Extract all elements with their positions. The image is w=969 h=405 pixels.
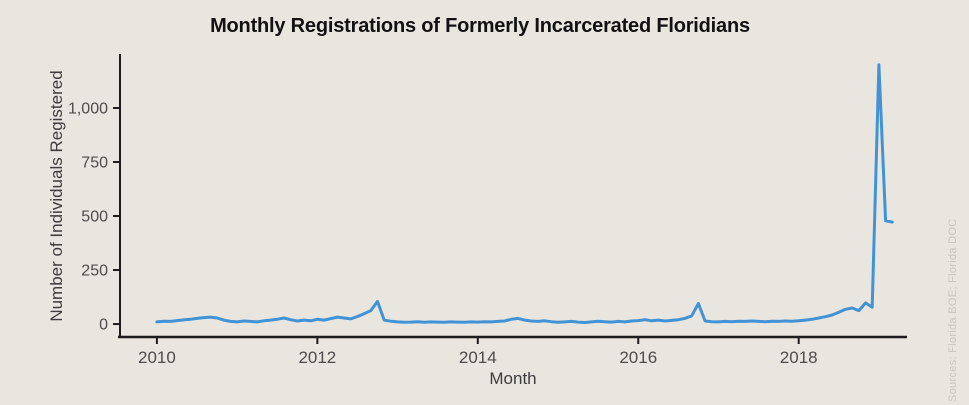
registrations-line <box>155 63 894 324</box>
y-tick-label: 750 <box>81 155 108 172</box>
y-tick-label: 250 <box>81 263 108 280</box>
x-tick-label: 2010 <box>138 348 176 367</box>
x-tick-label: 2018 <box>780 348 818 367</box>
x-axis-ticks: 2010 2012 2014 2016 2018 <box>138 337 818 367</box>
y-tick-label: 1,000 <box>68 100 108 117</box>
y-axis-ticks: 0 250 500 750 1,000 <box>68 100 120 334</box>
y-tick-label: 0 <box>99 317 108 334</box>
y-axis-title: Number of Individuals Registered <box>47 70 66 321</box>
chart-title: Monthly Registrations of Formerly Incarc… <box>210 15 750 37</box>
x-tick-label: 2012 <box>298 348 336 367</box>
x-tick-label: 2014 <box>459 348 497 367</box>
source-note: Sources: Florida BOE; Florida DOC <box>947 218 959 402</box>
y-tick-label: 500 <box>81 209 108 226</box>
x-tick-label: 2016 <box>619 348 657 367</box>
x-axis-title: Month <box>489 369 536 388</box>
